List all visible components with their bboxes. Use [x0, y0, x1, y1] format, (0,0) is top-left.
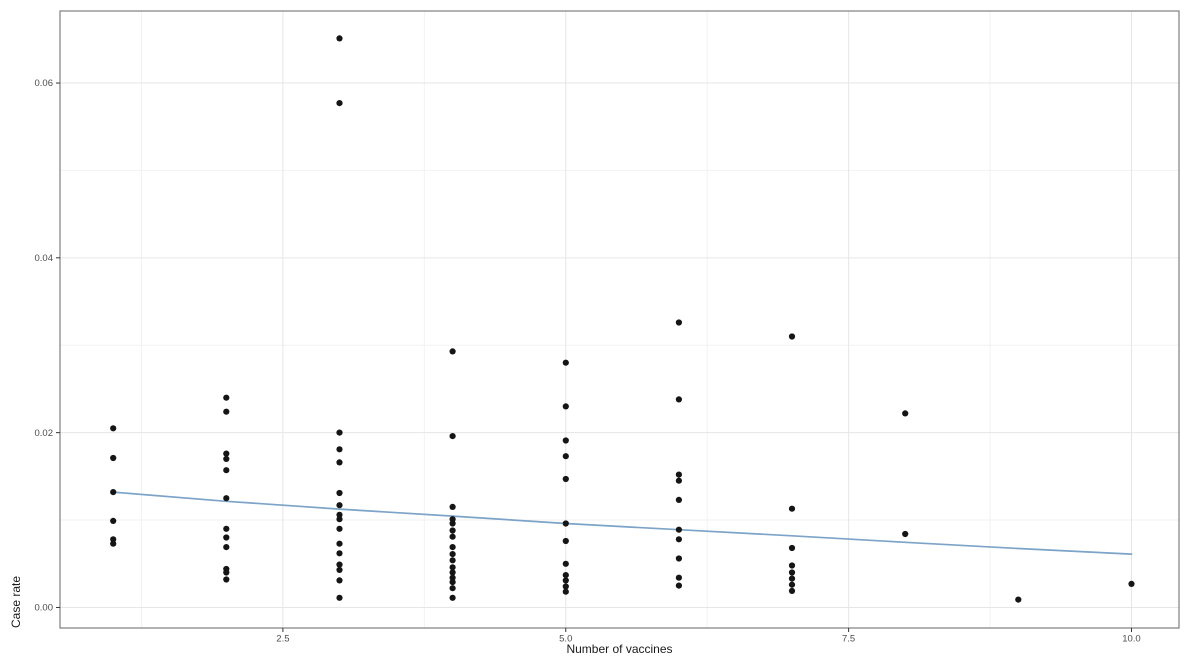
data-point	[336, 511, 343, 518]
data-point	[675, 526, 683, 533]
data-point	[449, 527, 456, 534]
data-point	[449, 433, 456, 440]
data-point	[223, 455, 230, 462]
data-point	[788, 581, 796, 588]
data-point	[675, 477, 683, 484]
y-axis-title: Case rate	[9, 575, 23, 628]
data-point	[562, 403, 569, 410]
data-point	[562, 577, 569, 584]
x-tick-label: 10.0	[1122, 634, 1141, 645]
x-axis-title: Number of vaccines	[566, 642, 673, 656]
y-tick-label: 0.00	[35, 603, 54, 614]
data-point	[675, 555, 683, 562]
data-point	[336, 516, 343, 523]
data-point	[336, 594, 343, 601]
data-point	[562, 583, 569, 590]
data-point	[110, 489, 117, 496]
data-point	[449, 544, 456, 551]
data-point	[449, 520, 456, 527]
data-point	[449, 557, 456, 564]
data-point	[110, 454, 117, 462]
data-point	[223, 450, 230, 457]
data-point	[336, 100, 343, 107]
data-point	[788, 587, 796, 595]
data-point	[449, 585, 456, 592]
data-point	[336, 550, 343, 557]
data-point	[902, 530, 909, 538]
data-point	[562, 588, 569, 595]
data-point	[449, 569, 456, 576]
data-point	[336, 502, 343, 509]
panel-border	[59, 10, 1180, 629]
data-point	[675, 396, 683, 403]
data-point	[223, 495, 230, 502]
data-point	[562, 537, 569, 545]
data-point	[336, 525, 343, 532]
data-point	[223, 576, 230, 583]
data-point	[336, 429, 343, 436]
data-point	[336, 540, 343, 547]
data-point	[336, 561, 343, 568]
data-point	[336, 446, 343, 453]
data-point	[223, 534, 230, 541]
y-tick-label: 0.04	[35, 253, 54, 264]
data-point	[562, 475, 569, 483]
data-point	[336, 577, 343, 584]
data-point	[449, 348, 456, 355]
data-point	[675, 536, 683, 543]
data-point	[110, 540, 117, 547]
data-point	[675, 319, 683, 326]
data-point	[449, 551, 456, 558]
data-point	[449, 574, 456, 581]
data-point	[788, 562, 796, 569]
data-point	[1128, 580, 1135, 588]
data-point	[788, 575, 796, 582]
data-point	[675, 582, 683, 589]
data-point	[449, 564, 456, 571]
data-point	[449, 516, 456, 523]
data-point	[675, 471, 683, 478]
data-point	[562, 453, 569, 460]
data-point	[562, 572, 569, 579]
data-point	[223, 569, 230, 576]
data-point	[223, 408, 230, 415]
y-tick-label: 0.02	[35, 428, 54, 439]
plot-panel	[60, 11, 1179, 628]
data-point	[336, 35, 343, 42]
data-point	[788, 505, 796, 512]
x-tick-label: 5.0	[559, 634, 572, 645]
x-tick-label: 2.5	[276, 634, 289, 645]
data-point	[449, 579, 456, 586]
data-point	[675, 574, 683, 581]
data-point	[449, 594, 456, 601]
data-point	[902, 410, 909, 417]
y-tick-label: 0.06	[35, 78, 54, 89]
data-point	[110, 536, 117, 543]
data-point	[562, 560, 569, 567]
data-point	[336, 489, 343, 497]
data-point	[788, 569, 796, 576]
data-point	[562, 359, 569, 366]
data-point	[110, 425, 117, 432]
data-point	[788, 333, 796, 340]
data-point	[1015, 596, 1022, 603]
data-point	[223, 525, 230, 532]
data-point	[223, 394, 230, 401]
data-point	[562, 437, 569, 444]
data-point	[223, 467, 230, 474]
data-point	[449, 533, 456, 540]
data-point	[449, 503, 456, 510]
data-point	[223, 544, 230, 551]
data-point	[110, 517, 117, 525]
data-point	[788, 544, 796, 552]
x-tick-label: 7.5	[842, 634, 855, 645]
data-point	[336, 566, 343, 574]
data-point	[562, 520, 569, 527]
trend-line	[112, 491, 1133, 555]
data-point	[675, 496, 683, 503]
data-point	[336, 459, 343, 466]
